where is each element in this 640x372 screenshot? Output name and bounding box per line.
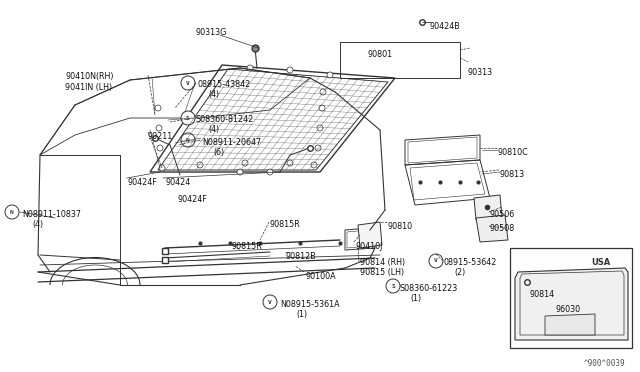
Circle shape — [181, 133, 195, 147]
Text: N: N — [10, 209, 14, 215]
Circle shape — [237, 169, 243, 175]
Text: 90424F: 90424F — [178, 195, 208, 204]
Polygon shape — [515, 268, 628, 340]
Text: S08360-81242: S08360-81242 — [196, 115, 254, 124]
Text: 9041IN (LH): 9041IN (LH) — [65, 83, 112, 92]
Text: (4): (4) — [32, 220, 43, 229]
Text: 90211: 90211 — [148, 132, 173, 141]
Text: V: V — [434, 259, 438, 263]
Text: N: N — [186, 138, 190, 142]
Circle shape — [181, 111, 195, 125]
Circle shape — [242, 160, 248, 166]
Text: 08915-53642: 08915-53642 — [444, 258, 497, 267]
Circle shape — [287, 67, 293, 73]
Text: (2): (2) — [454, 268, 465, 277]
Text: 90815R: 90815R — [270, 220, 301, 229]
Circle shape — [320, 89, 326, 95]
Text: USA: USA — [591, 258, 610, 267]
Text: 90812B: 90812B — [286, 252, 317, 261]
Circle shape — [386, 279, 400, 293]
Text: N08915-5361A: N08915-5361A — [280, 300, 340, 309]
Text: (6): (6) — [213, 148, 224, 157]
Circle shape — [155, 105, 161, 111]
Text: 90313: 90313 — [468, 68, 493, 77]
Text: 90424B: 90424B — [430, 22, 461, 31]
Circle shape — [267, 169, 273, 175]
Text: (4): (4) — [208, 125, 219, 134]
Text: S: S — [391, 283, 395, 289]
Circle shape — [287, 160, 293, 166]
Text: 90508: 90508 — [490, 224, 515, 233]
Polygon shape — [545, 314, 595, 335]
Text: 90815R: 90815R — [232, 242, 263, 251]
Text: N08911-20647: N08911-20647 — [202, 138, 261, 147]
FancyBboxPatch shape — [510, 248, 632, 348]
Circle shape — [315, 145, 321, 151]
Text: N08911-10837: N08911-10837 — [22, 210, 81, 219]
Text: 90100A: 90100A — [305, 272, 335, 281]
Text: 90801: 90801 — [368, 50, 393, 59]
Text: V: V — [268, 299, 272, 305]
Circle shape — [181, 76, 195, 90]
Text: 90814 (RH): 90814 (RH) — [360, 258, 405, 267]
Text: ^900^0039: ^900^0039 — [584, 359, 625, 368]
Text: 90813: 90813 — [500, 170, 525, 179]
Text: S: S — [186, 115, 190, 121]
Polygon shape — [474, 195, 502, 220]
Text: 90810C: 90810C — [498, 148, 529, 157]
Text: 90810: 90810 — [388, 222, 413, 231]
Circle shape — [157, 145, 163, 151]
Circle shape — [317, 125, 323, 131]
Text: (1): (1) — [410, 294, 421, 303]
Text: 90313G: 90313G — [195, 28, 227, 37]
Circle shape — [327, 72, 333, 78]
Text: S08360-61223: S08360-61223 — [400, 284, 458, 293]
Text: 90424F: 90424F — [128, 178, 157, 187]
Text: 90815 (LH): 90815 (LH) — [360, 268, 404, 277]
Circle shape — [429, 254, 443, 268]
Text: (1): (1) — [296, 310, 307, 319]
Circle shape — [319, 105, 325, 111]
Text: 96030: 96030 — [556, 305, 581, 314]
Polygon shape — [476, 215, 508, 242]
Polygon shape — [358, 222, 382, 248]
Text: 90506: 90506 — [490, 210, 515, 219]
Circle shape — [311, 162, 317, 168]
Text: 90410J: 90410J — [355, 242, 382, 251]
Text: 90814: 90814 — [530, 290, 555, 299]
Text: (4): (4) — [208, 90, 219, 99]
Circle shape — [159, 165, 165, 171]
Text: 90424: 90424 — [165, 178, 190, 187]
Circle shape — [5, 205, 19, 219]
Circle shape — [156, 125, 162, 131]
Circle shape — [263, 295, 277, 309]
Circle shape — [197, 162, 203, 168]
Text: V: V — [186, 80, 190, 86]
Text: 08915-43842: 08915-43842 — [198, 80, 252, 89]
Text: 90410N(RH): 90410N(RH) — [65, 72, 113, 81]
Circle shape — [247, 65, 253, 71]
